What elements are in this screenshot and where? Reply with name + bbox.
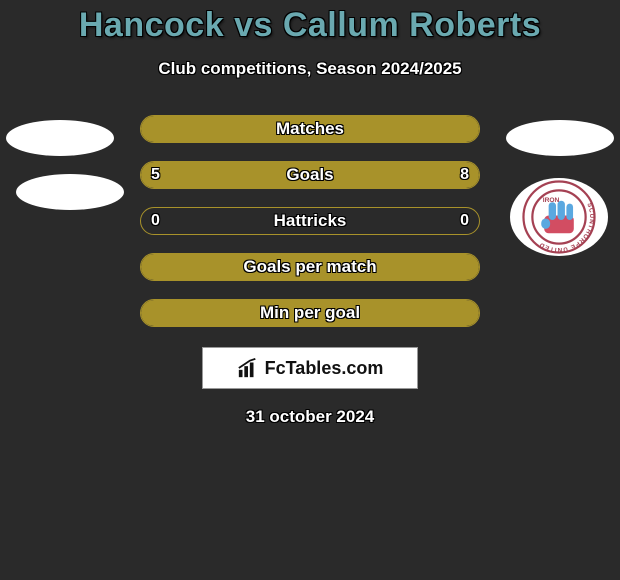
bar-label: Min per goal xyxy=(141,300,479,326)
brand-name: FcTables.com xyxy=(265,358,384,379)
stat-bar-min-per-goal: Min per goal xyxy=(140,299,480,327)
bar-value-left: 0 xyxy=(151,208,160,234)
stat-bar-matches: Matches xyxy=(140,115,480,143)
bar-value-left: 5 xyxy=(151,162,160,188)
vs-text: vs xyxy=(234,6,273,44)
scunthorpe-badge-icon: SCUNTHORPE UNITED IRON xyxy=(513,180,605,254)
player1-photo-placeholder xyxy=(6,120,114,156)
date-text: 31 october 2024 xyxy=(0,407,620,427)
player1-name: Hancock xyxy=(79,6,224,44)
bar-label: Hattricks xyxy=(141,208,479,234)
club-iron-text: IRON xyxy=(543,197,560,204)
bar-value-right: 8 xyxy=(460,162,469,188)
stat-bar-hattricks: Hattricks0 0 xyxy=(140,207,480,235)
bar-value-right: 0 xyxy=(460,208,469,234)
player1-club-placeholder xyxy=(16,174,124,210)
bar-label: Goals per match xyxy=(141,254,479,280)
stat-bar-goals: Goals5 8 xyxy=(140,161,480,189)
stat-bars: Matches Goals5 8 Hattricks0 0 Goals per match… xyxy=(140,115,480,327)
player2-name: Callum Roberts xyxy=(283,6,541,44)
player2-photo-placeholder xyxy=(506,120,614,156)
bar-label: Goals xyxy=(141,162,479,188)
brand: FcTables.com xyxy=(237,357,384,379)
subtitle: Club competitions, Season 2024/2025 xyxy=(0,59,620,79)
bars-chart-icon xyxy=(237,357,259,379)
brand-box: FcTables.com xyxy=(202,347,418,389)
bar-label: Matches xyxy=(141,116,479,142)
stat-bar-goals-per-match: Goals per match xyxy=(140,253,480,281)
player2-club-logo: SCUNTHORPE UNITED IRON xyxy=(510,178,608,256)
comparison-title: Hancock vs Callum Roberts xyxy=(0,0,620,45)
